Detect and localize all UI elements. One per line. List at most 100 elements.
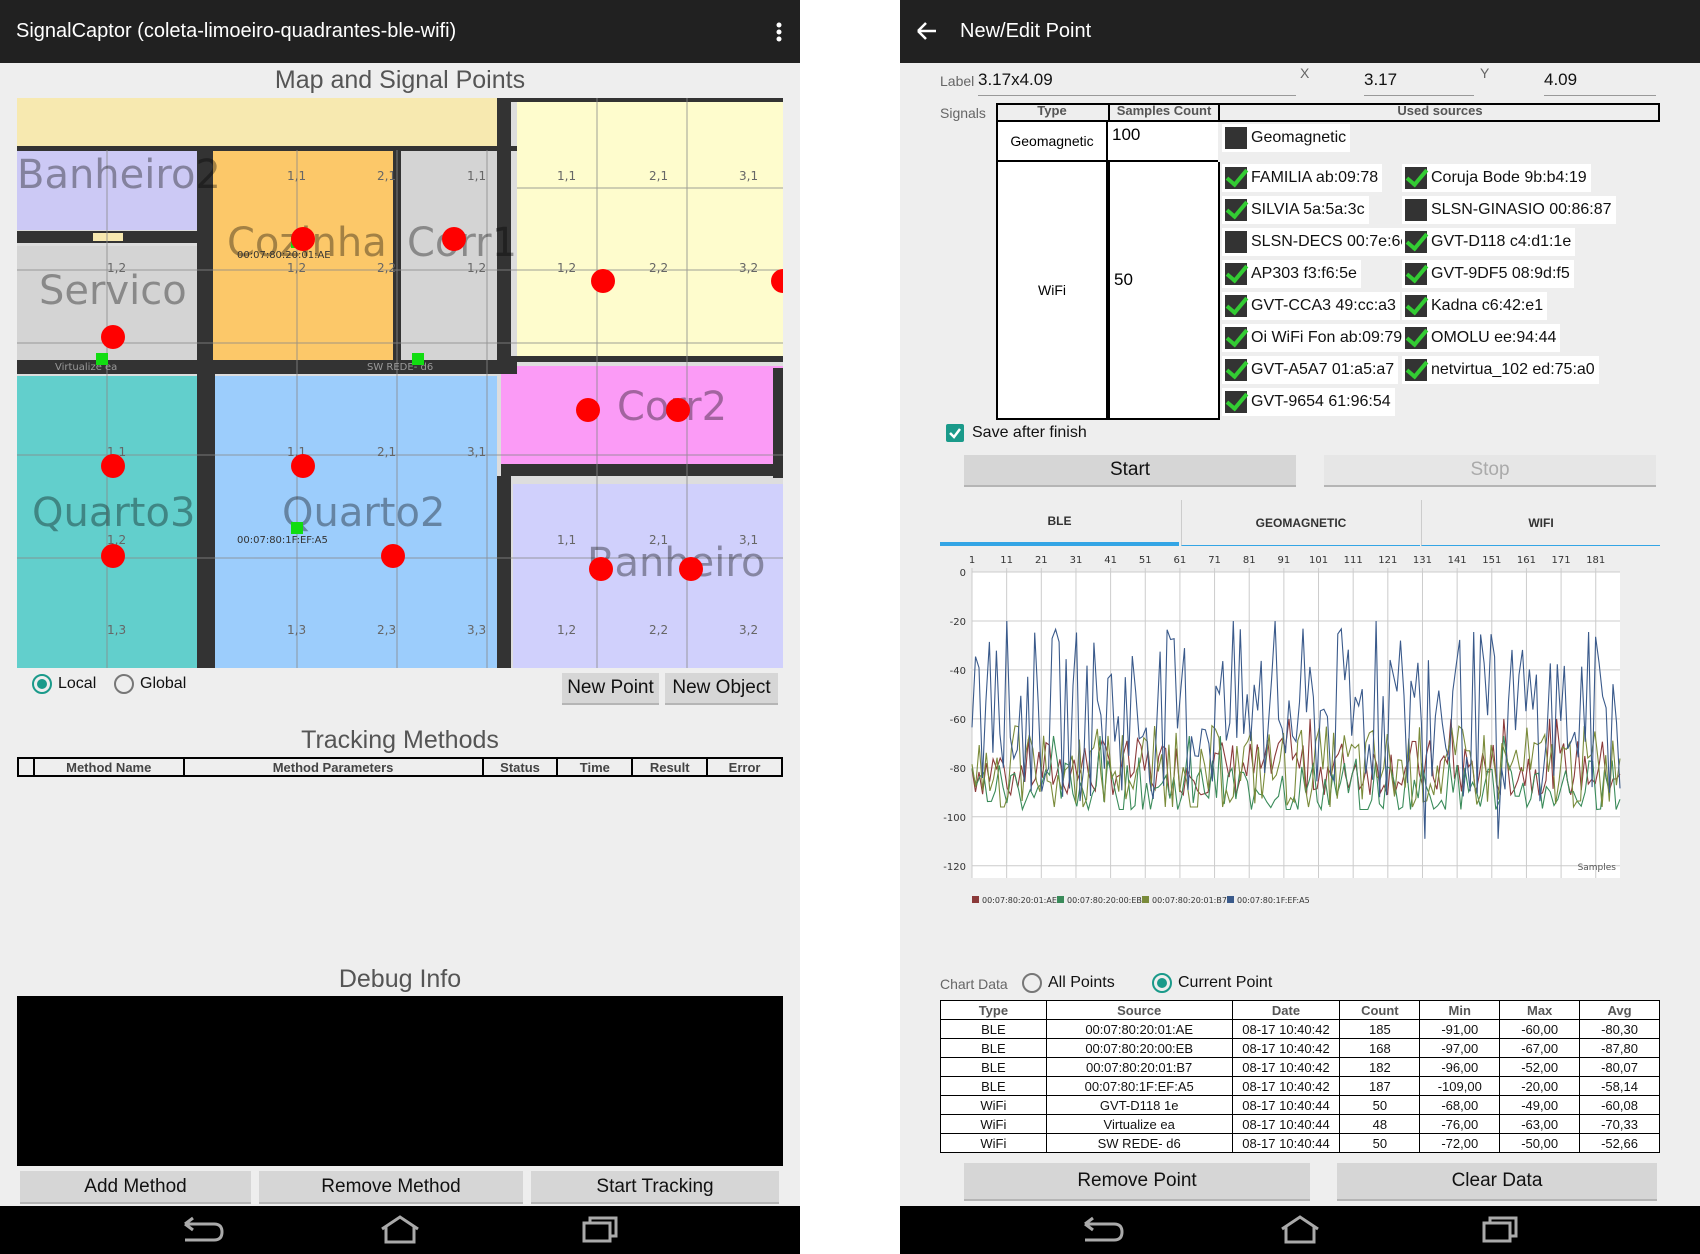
debug-console (17, 996, 783, 1166)
new-point-button[interactable]: New Point (562, 673, 659, 705)
wifi-count-input[interactable]: 50 (1108, 162, 1220, 420)
source-label: GVT-A5A7 01:a5:a7 (1251, 361, 1395, 378)
wifi-source[interactable]: netvirtua_102 ed:75:a0 (1402, 356, 1599, 384)
legend-swatch (1142, 896, 1149, 903)
svg-text:1,1: 1,1 (557, 169, 576, 183)
wifi-source[interactable]: GVT-9DF5 08:9d:f5 (1402, 260, 1574, 288)
x-tick-label: 81 (1243, 555, 1256, 566)
source-geomagnetic[interactable]: Geomagnetic (1222, 124, 1351, 152)
table-row[interactable]: WiFi GVT-D118 1e 08-17 10:40:44 50 -68,00 -49… (940, 1095, 1660, 1115)
svg-text:3,1: 3,1 (739, 533, 758, 547)
tracking-methods-title: Tracking Methods (301, 726, 499, 754)
x-tick-label: 1 (969, 555, 975, 566)
radio-all-points[interactable]: All Points (1022, 973, 1115, 993)
x-caption: X (1300, 65, 1310, 81)
table-row[interactable]: BLE 00:07:80:20:01:AE 08-17 10:40:42 185 -91… (940, 1019, 1660, 1039)
checkbox-unchecked[interactable] (1225, 127, 1247, 149)
room-quarto2 (215, 376, 497, 668)
home-icon (1281, 1215, 1319, 1244)
signal-chart[interactable]: 1 11 21 31 41 51 61 71 81 91 101 111 121 131 141 151 161… (940, 550, 1660, 960)
checkbox-checked[interactable] (1405, 359, 1427, 381)
wifi-source[interactable]: Oi WiFi Fon ab:09:79 (1222, 324, 1407, 352)
checkbox-checked[interactable] (1225, 199, 1247, 221)
x-tick-label: 151 (1482, 555, 1501, 566)
radio-global[interactable]: Global (114, 674, 186, 694)
start-tracking-button[interactable]: Start Tracking (531, 1171, 779, 1204)
label-input[interactable]: 3.17x4.09 (978, 70, 1296, 96)
col-count: Count (1339, 1000, 1421, 1020)
table-cell: BLE (940, 1038, 1047, 1058)
wifi-source[interactable]: GVT-9654 61:96:54 (1222, 388, 1395, 416)
table-row[interactable]: WiFi SW REDE- d6 08-17 10:40:44 50 -72,00 -50… (940, 1133, 1660, 1153)
table-cell: 00:07:80:20:01:AE (1045, 1019, 1233, 1039)
signal-point (666, 398, 690, 422)
source-label: FAMILIA ab:09:78 (1251, 169, 1379, 186)
wifi-source[interactable]: Coruja Bode 9b:b4:19 (1402, 164, 1591, 192)
room-label: Quarto2 (282, 490, 445, 536)
table-row[interactable]: WiFi Virtualize ea 08-17 10:40:44 48 -76,00-… (940, 1114, 1660, 1134)
checkbox-checked[interactable] (1225, 391, 1247, 413)
wifi-source[interactable]: OMOLU ee:94:44 (1402, 324, 1561, 352)
wifi-source[interactable]: GVT-D118 c4:d1:1e (1402, 228, 1576, 256)
checkbox-checked[interactable] (1405, 167, 1427, 189)
checkbox-checked[interactable] (1225, 167, 1247, 189)
room-corr1 (401, 150, 501, 360)
radio-local[interactable]: Local (32, 674, 96, 694)
y-tick-label: -80 (950, 764, 966, 775)
checkbox-checked[interactable] (1225, 359, 1247, 381)
start-button[interactable]: Start (964, 455, 1296, 487)
svg-text:2,2: 2,2 (649, 623, 668, 637)
radio-current-point[interactable]: Current Point (1152, 973, 1272, 993)
checkbox-checked[interactable] (1225, 295, 1247, 317)
wifi-source[interactable]: Kadna c6:42:e1 (1402, 292, 1548, 320)
checkbox-checked[interactable] (1405, 231, 1427, 253)
geo-count-input[interactable]: 100 (1108, 122, 1218, 162)
table-row[interactable]: BLE 00:07:80:20:01:B7 08-17 10:40:42 182 -96… (940, 1057, 1660, 1077)
wifi-source[interactable]: SLSN-GINASIO 00:86:87 (1402, 196, 1616, 224)
back-arrow-icon[interactable] (916, 21, 938, 41)
wifi-source[interactable]: FAMILIA ab:09:78 (1222, 164, 1383, 192)
signal-point (591, 269, 615, 293)
checkbox-checked[interactable] (1405, 263, 1427, 285)
source-label: SILVIA 5a:5a:3c (1251, 201, 1365, 218)
map-annotation: 00:07:80:20:01:AE (237, 250, 331, 261)
wifi-source[interactable]: SLSN-DECS 00:7e:6e (1222, 228, 1414, 256)
stop-button[interactable]: Stop (1324, 455, 1656, 487)
clear-data-button[interactable]: Clear Data (1337, 1163, 1657, 1201)
wifi-source[interactable]: AP303 f3:f6:5e (1222, 260, 1361, 288)
tab-geomagnetic[interactable]: GEOMAGNETIC (1181, 500, 1420, 546)
checkbox-checked[interactable] (1225, 327, 1247, 349)
col-type: Type (940, 1000, 1047, 1020)
map-annotation: 00:07:80:1F:EF:A5 (237, 535, 328, 546)
table-cell: -80,07 (1579, 1057, 1660, 1077)
legend-label: 00:07:80:20:00:EB (1067, 896, 1142, 905)
checkbox-checked[interactable] (1405, 295, 1427, 317)
wifi-source[interactable]: GVT-A5A7 01:a5:a7 (1222, 356, 1399, 384)
source-label: AP303 f3:f6:5e (1251, 265, 1357, 282)
table-cell: BLE (940, 1076, 1047, 1096)
tab-wifi[interactable]: WIFI (1421, 500, 1660, 546)
table-cell: 187 (1339, 1076, 1421, 1096)
checkbox-checked[interactable] (1405, 327, 1427, 349)
floor-plan-map[interactable]: Banheiro2 Cozinha Corr1 Servico Corr2 Qu… (17, 98, 783, 668)
checkbox-unchecked[interactable] (1225, 231, 1247, 253)
checkbox-checked[interactable] (1225, 263, 1247, 285)
table-row[interactable]: BLE 00:07:80:20:00:EB 08-17 10:40:42 168 -97… (940, 1038, 1660, 1058)
tab-ble[interactable]: BLE (940, 500, 1179, 546)
ble-beacon (96, 353, 108, 365)
y-tick-label: 0 (960, 568, 966, 579)
source-label: OMOLU ee:94:44 (1431, 329, 1557, 346)
overflow-menu-icon[interactable] (776, 22, 782, 42)
y-input[interactable]: 4.09 (1544, 70, 1656, 96)
remove-point-button[interactable]: Remove Point (964, 1163, 1310, 1201)
add-method-button[interactable]: Add Method (20, 1171, 251, 1204)
x-input[interactable]: 3.17 (1364, 70, 1474, 96)
new-object-button[interactable]: New Object (665, 673, 778, 705)
checkbox-unchecked[interactable] (1405, 199, 1427, 221)
wifi-source[interactable]: SILVIA 5a:5a:3c (1222, 196, 1369, 224)
remove-method-button[interactable]: Remove Method (259, 1171, 523, 1204)
save-after-finish-checkbox[interactable]: Save after finish (946, 424, 1087, 442)
source-label: GVT-CCA3 49:cc:a3 (1251, 297, 1396, 314)
table-row[interactable]: BLE 00:07:80:1F:EF:A5 08-17 10:40:42 187 -10… (940, 1076, 1660, 1096)
wifi-source[interactable]: GVT-CCA3 49:cc:a3 (1222, 292, 1400, 320)
